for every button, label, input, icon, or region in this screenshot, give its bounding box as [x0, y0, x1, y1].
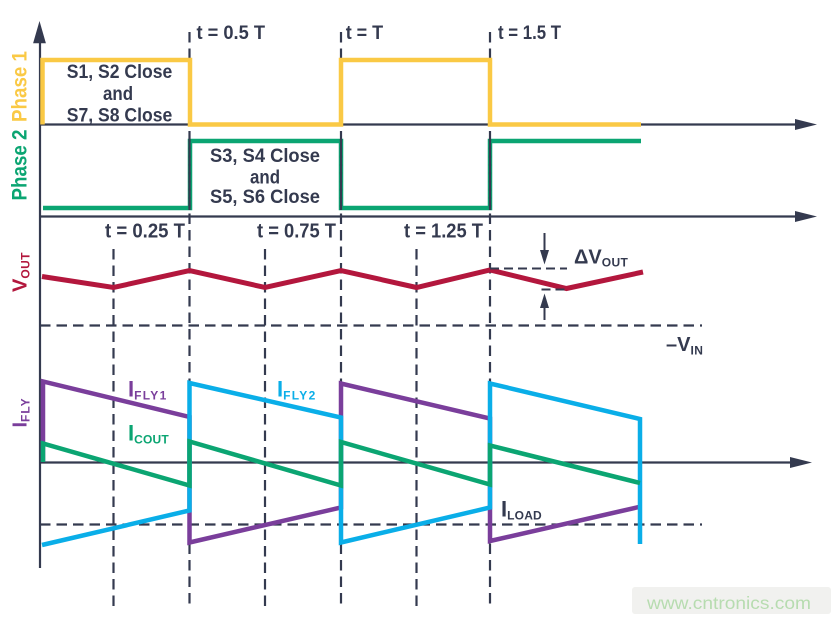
svg-text:and: and — [103, 84, 133, 105]
svg-text:S7, S8 Close: S7, S8 Close — [67, 106, 173, 127]
svg-text:www.cntronics.com: www.cntronics.com — [646, 593, 811, 613]
svg-text:S1, S2 Close: S1, S2 Close — [67, 62, 173, 83]
svg-text:t = 1.5 T: t = 1.5 T — [498, 22, 561, 44]
svg-text:S3, S4 Close: S3, S4 Close — [210, 146, 320, 167]
svg-text:t = 0.5 T: t = 0.5 T — [197, 22, 266, 44]
svg-text:t = 0.75 T: t = 0.75 T — [257, 221, 336, 243]
svg-text:t = 0.25 T: t = 0.25 T — [105, 221, 185, 243]
svg-text:t = T: t = T — [346, 22, 384, 44]
svg-text:t = 1.25 T: t = 1.25 T — [404, 221, 483, 243]
svg-text:S5, S6 Close: S5, S6 Close — [210, 187, 320, 208]
svg-text:Phase 2: Phase 2 — [9, 130, 32, 201]
svg-text:and: and — [250, 167, 280, 188]
svg-text:Phase 1: Phase 1 — [9, 51, 32, 122]
